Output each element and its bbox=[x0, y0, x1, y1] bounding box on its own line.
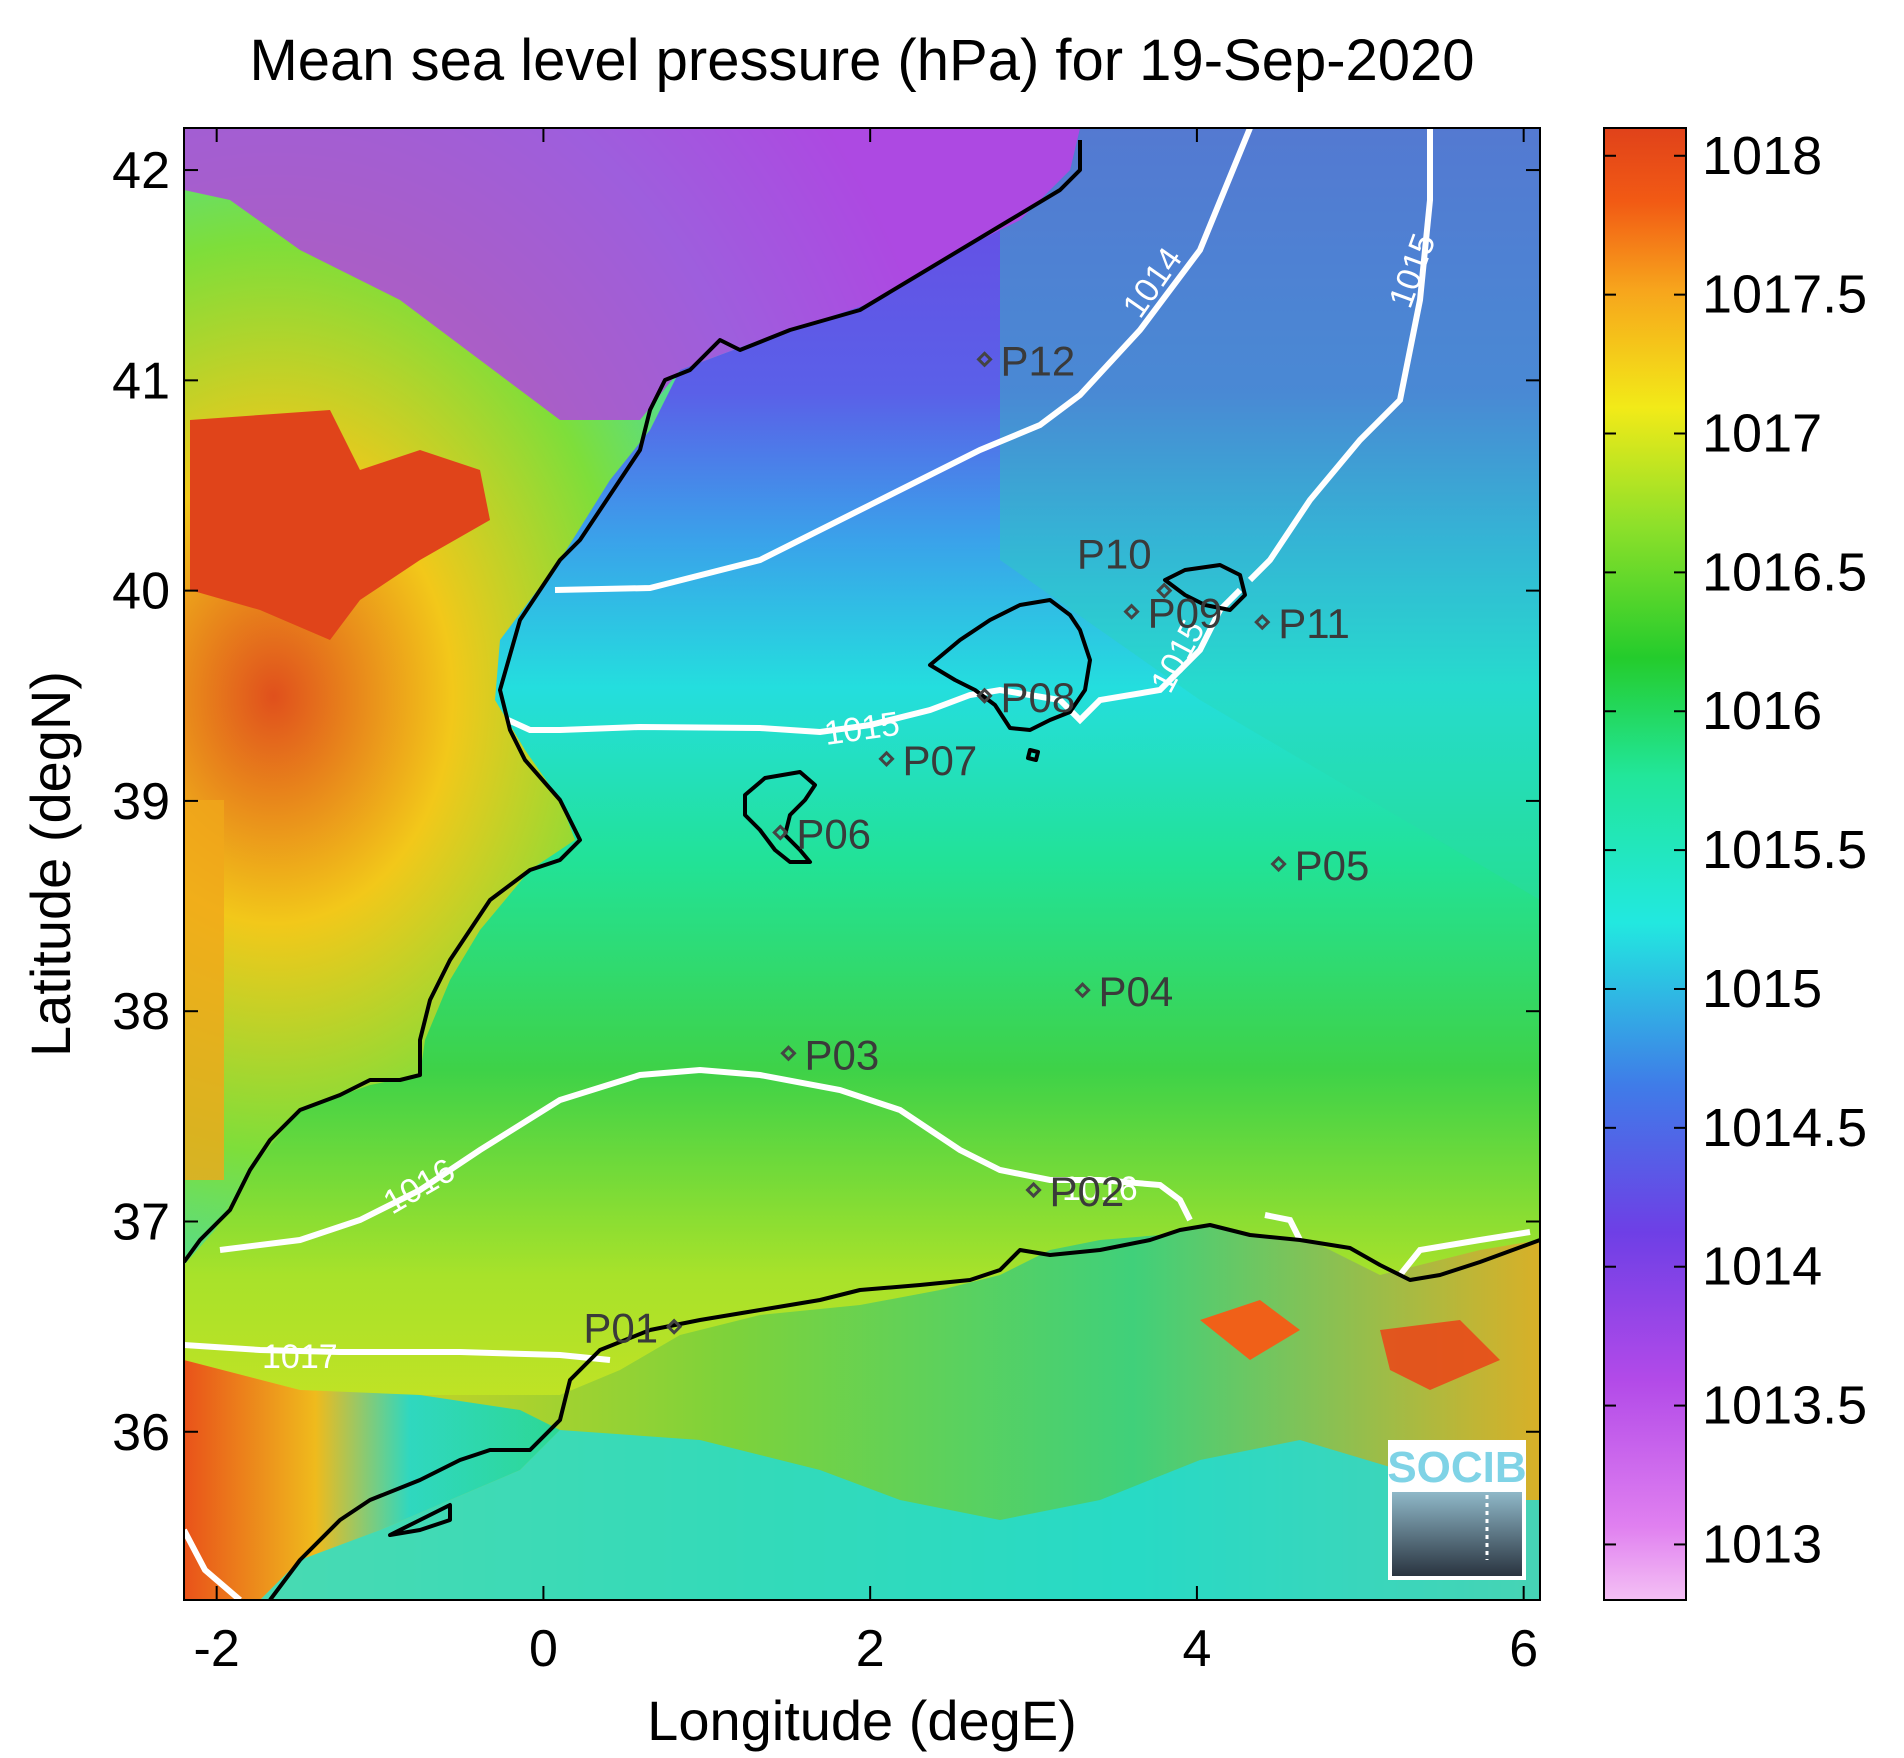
station-label: P01 bbox=[583, 1305, 658, 1352]
y-tick-label: 42 bbox=[112, 142, 170, 200]
station-label: P08 bbox=[1001, 674, 1076, 721]
isobar-1017-line bbox=[184, 1342, 611, 1363]
station-label: P12 bbox=[1001, 337, 1076, 384]
y-tick-label: 39 bbox=[112, 773, 170, 831]
station-marker bbox=[1074, 982, 1091, 999]
colorbar-ramp bbox=[1603, 127, 1687, 1601]
station-marker bbox=[665, 1318, 683, 1335]
station-label: P02 bbox=[1050, 1168, 1125, 1215]
colorbar-tick-label: 1013.5 bbox=[1702, 1376, 1867, 1436]
station-point: P11 bbox=[1254, 600, 1350, 647]
colorbar: 1013 1013.5 1014 1014.5 1015 1015.5 1016 1016.5… bbox=[1603, 126, 1867, 1601]
station-point: P04 bbox=[1074, 968, 1174, 1015]
station-label: P07 bbox=[903, 737, 978, 784]
y-tick-label: 40 bbox=[112, 563, 170, 621]
station-marker bbox=[976, 351, 993, 368]
station-point: P10 bbox=[1077, 531, 1173, 599]
station-marker bbox=[1025, 1181, 1042, 1199]
station-point: P01 bbox=[583, 1305, 683, 1352]
isobar-1017-sw-line bbox=[184, 1528, 242, 1600]
isobar-1016-east-line bbox=[1397, 1229, 1531, 1277]
pressure-field bbox=[184, 128, 1540, 1600]
x-tick-label: 2 bbox=[856, 1620, 885, 1678]
contour-label: 1016 bbox=[1062, 1170, 1138, 1208]
y-tick-label: 41 bbox=[112, 352, 170, 410]
colorbar-ticks: 1013 1013.5 1014 1014.5 1015 1015.5 1016 1016.5… bbox=[1604, 126, 1867, 1574]
isobar-1015-middle-line bbox=[506, 587, 1243, 736]
station-label: P10 bbox=[1077, 531, 1152, 578]
x-axis: -2 0 2 4 6 bbox=[194, 128, 1538, 1678]
menorca-coastline bbox=[1163, 563, 1247, 612]
colorbar-tick-label: 1014.5 bbox=[1702, 1098, 1867, 1158]
station-point: P08 bbox=[976, 674, 1076, 721]
colorbar-tick-label: 1018 bbox=[1702, 126, 1822, 186]
plot-frame bbox=[183, 127, 1541, 1601]
x-axis-label: Longitude (degE) bbox=[647, 1689, 1077, 1752]
station-marker bbox=[976, 687, 993, 704]
station-marker bbox=[1270, 855, 1287, 873]
isobar-1014-line bbox=[554, 128, 1253, 593]
x-tick-label: 4 bbox=[1182, 1620, 1211, 1678]
x-tick-label: -2 bbox=[194, 1620, 240, 1678]
y-tick-label: 37 bbox=[112, 1193, 170, 1251]
station-point: P06 bbox=[772, 810, 871, 857]
station-point: P02 bbox=[1025, 1168, 1125, 1215]
ibiza-coastline bbox=[743, 770, 817, 864]
station-label: P09 bbox=[1148, 590, 1223, 637]
isobar-1015-north-line bbox=[1247, 128, 1433, 1242]
colorbar-tick-label: 1014 bbox=[1702, 1237, 1822, 1297]
station-marker bbox=[772, 824, 789, 841]
station-marker bbox=[780, 1045, 797, 1062]
station-point: P05 bbox=[1270, 842, 1370, 889]
station-marker bbox=[878, 750, 895, 767]
colorbar-tick-label: 1016 bbox=[1702, 681, 1822, 741]
alboran-coastline bbox=[388, 1503, 452, 1537]
station-label: P11 bbox=[1278, 600, 1350, 647]
station-label: P06 bbox=[796, 810, 871, 857]
colorbar-tick-label: 1016.5 bbox=[1702, 542, 1867, 602]
iberia-coastline bbox=[184, 140, 1082, 1264]
x-tick-label: 0 bbox=[529, 1620, 558, 1678]
colorbar-tick-label: 1017.5 bbox=[1702, 265, 1867, 325]
colorbar-tick-label: 1017 bbox=[1702, 404, 1822, 464]
colorbar-tick-label: 1015 bbox=[1702, 959, 1822, 1019]
colorbar-tick-label: 1013 bbox=[1702, 1514, 1822, 1574]
station-label: P05 bbox=[1295, 842, 1370, 889]
contour-label: 1017 bbox=[262, 1338, 338, 1376]
x-tick-label: 6 bbox=[1509, 1620, 1538, 1678]
isobar-contours bbox=[184, 128, 1531, 1600]
y-axis-label: Latitude (degN) bbox=[19, 671, 82, 1057]
svg-text:SOCIB: SOCIB bbox=[1387, 1443, 1526, 1492]
station-point: P03 bbox=[780, 1031, 879, 1078]
station-label: P03 bbox=[804, 1031, 879, 1078]
chart-title: Mean sea level pressure (hPa) for 19-Sep… bbox=[249, 28, 1474, 93]
station-marker bbox=[1156, 582, 1173, 599]
station-label: P04 bbox=[1099, 968, 1174, 1015]
station-points: P01 P02 P03 P04 P05 P06 P07 P08 P09 P10 P11 P12 bbox=[583, 337, 1369, 1351]
y-axis: 36 37 38 39 40 41 42 bbox=[112, 142, 1540, 1462]
y-tick-label: 38 bbox=[112, 983, 170, 1041]
colorbar-tick-label: 1015.5 bbox=[1702, 820, 1867, 880]
station-point: P12 bbox=[976, 337, 1076, 384]
isobar-1016-line bbox=[219, 1066, 1193, 1253]
cabrera-coastline bbox=[1026, 748, 1040, 762]
station-point: P09 bbox=[1123, 590, 1223, 637]
station-marker bbox=[1123, 603, 1140, 620]
station-marker bbox=[1254, 614, 1271, 631]
socib-logo: SOCIB bbox=[1387, 1440, 1527, 1580]
station-point: P07 bbox=[878, 737, 978, 784]
y-tick-label: 36 bbox=[112, 1404, 170, 1462]
